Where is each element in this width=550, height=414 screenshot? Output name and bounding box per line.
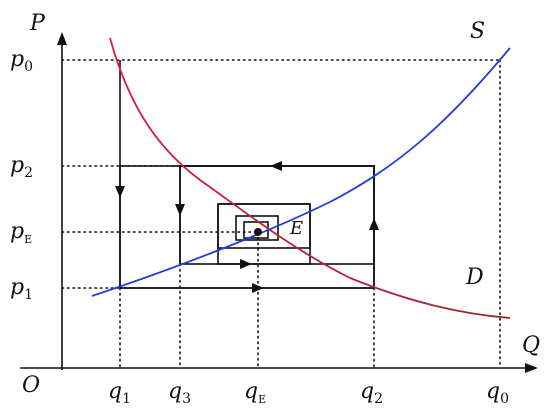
quantity-label-q2: q2 [360,379,383,407]
arrow-left-p2 [270,161,282,171]
quantity-axis-label: Q [522,333,540,358]
price-label-p1: p1 [10,275,33,303]
equilibrium-label: E [289,218,303,239]
quantity-label-q0: q0 [486,379,509,407]
price-axis-arrow [57,32,67,45]
supply-curve [91,47,511,297]
price-axis-label: P [29,11,46,36]
cobweb-rect-5 [235,215,279,241]
quantity-label-q1: q1 [108,379,131,407]
arrow-down-q3 [175,204,185,216]
quantity-label-qE: qE [244,379,266,406]
quantity-axis-arrow [525,363,538,373]
origin-label: O [22,373,40,398]
demand-label: D [465,265,484,290]
arrow-right-inner [240,259,252,269]
supply-label: S [470,19,485,44]
price-label-p0: p0 [10,47,33,75]
cobweb-rect-4 [217,203,311,249]
arrow-up-q2 [369,218,379,230]
price-label-p2: p2 [10,153,33,181]
equilibrium-point [254,228,262,236]
arrow-right-p1 [252,283,264,293]
arrow-down-q1 [115,186,125,198]
demand-curve [109,37,511,319]
cobweb-rect-2 [179,165,375,265]
quantity-label-q3: q3 [168,379,191,407]
cobweb-outer-path [119,60,375,289]
price-label-pE: pE [10,219,32,246]
